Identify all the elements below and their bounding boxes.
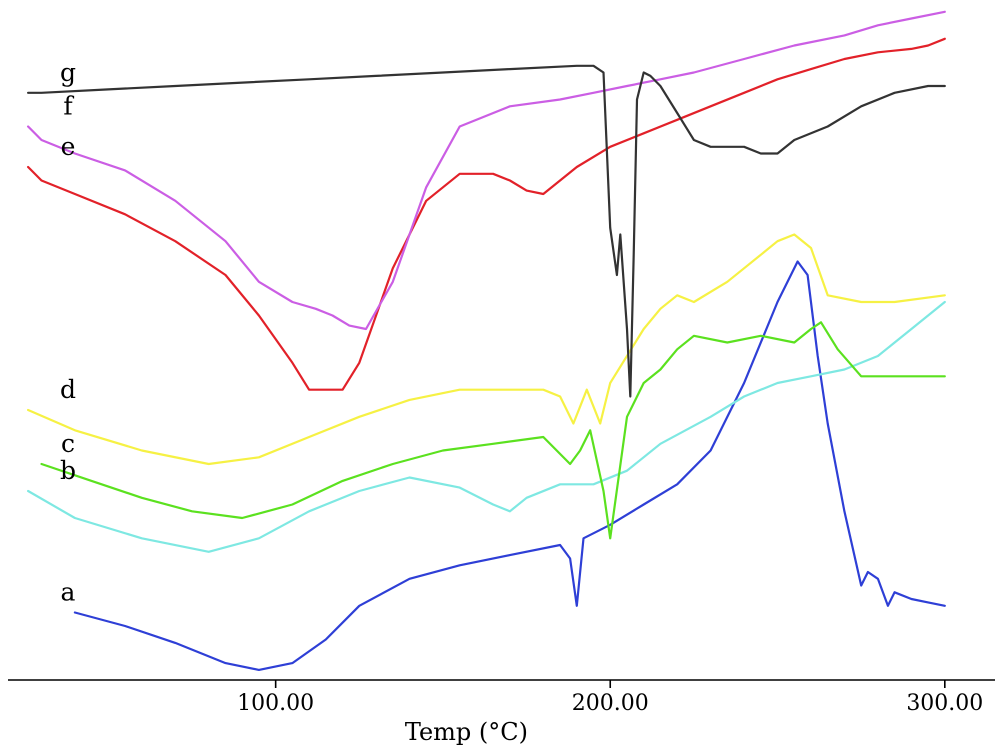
series-curve-e	[27, 37, 946, 391]
series-curve-b	[27, 300, 946, 553]
label-layer: a bcd efg	[60, 58, 76, 607]
x-tick-label-1: 200.00	[572, 691, 649, 716]
series-curve-f	[27, 10, 946, 331]
axis-layer: 100.00 200.00 300.00 Temp (°C)	[8, 679, 995, 746]
x-tick-label-0: 100.00	[237, 691, 314, 716]
series-label-d: d	[60, 375, 76, 404]
x-axis-title: Temp (°C)	[405, 718, 528, 746]
series-label-e: e	[61, 132, 76, 161]
series-curve-g	[27, 64, 946, 398]
series-label-a: a	[61, 578, 76, 607]
series-label-f: f	[63, 92, 74, 121]
x-tick-label-2: 300.00	[906, 691, 983, 716]
series-curve-c	[40, 321, 946, 540]
series-curve-a	[73, 260, 946, 671]
curve-layer	[27, 10, 946, 671]
series-label-g: g	[60, 58, 76, 87]
series-label-c: c	[61, 429, 75, 458]
series-curve-d	[27, 233, 946, 466]
series-label-b: b	[60, 456, 76, 485]
